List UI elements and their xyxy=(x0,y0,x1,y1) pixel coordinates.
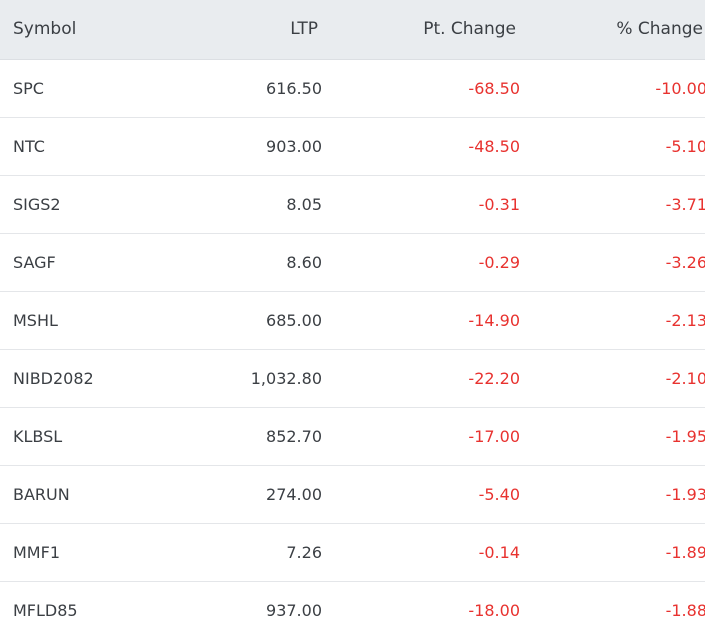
table-header: Symbol LTP Pt. Change % Change xyxy=(0,0,705,60)
pt-change-cell: -48.50 xyxy=(468,136,520,156)
ltp-cell: 8.05 xyxy=(286,194,322,214)
table-row[interactable]: NTC 903.00 -48.50 -5.10 xyxy=(0,117,705,175)
pct-change-cell: -1.93 xyxy=(665,484,705,504)
symbol-cell[interactable]: KLBSL xyxy=(13,426,63,446)
table-row[interactable]: SPC 616.50 -68.50 -10.00 xyxy=(0,59,705,117)
header-row: Symbol LTP Pt. Change % Change xyxy=(0,0,705,60)
symbol-cell[interactable]: BARUN xyxy=(13,484,70,504)
symbol-cell[interactable]: NTC xyxy=(13,136,45,156)
ltp-cell: 685.00 xyxy=(266,310,322,330)
pct-change-cell: -2.13 xyxy=(665,310,705,330)
symbol-cell[interactable]: SAGF xyxy=(13,252,56,272)
pt-change-cell: -22.20 xyxy=(468,368,520,388)
table-body: SPC 616.50 -68.50 -10.00 NTC 903.00 -48.… xyxy=(0,59,705,639)
table-row[interactable]: BARUN 274.00 -5.40 -1.93 xyxy=(0,465,705,523)
pct-change-cell: -10.00 xyxy=(655,78,705,98)
ltp-cell: 616.50 xyxy=(266,78,322,98)
pct-change-cell: -3.26 xyxy=(665,252,705,272)
ltp-cell: 7.26 xyxy=(286,542,322,562)
table-row[interactable]: MSHL 685.00 -14.90 -2.13 xyxy=(0,291,705,349)
table-row[interactable]: MMF1 7.26 -0.14 -1.89 xyxy=(0,523,705,581)
pct-change-cell: -3.71 xyxy=(665,194,705,214)
table-row[interactable]: SAGF 8.60 -0.29 -3.26 xyxy=(0,233,705,291)
pt-change-cell: -17.00 xyxy=(468,426,520,446)
ltp-cell: 1,032.80 xyxy=(250,368,322,388)
pt-change-cell: -5.40 xyxy=(478,484,520,504)
table-row[interactable]: NIBD2082 1,032.80 -22.20 -2.10 xyxy=(0,349,705,407)
ltp-cell: 274.00 xyxy=(266,484,322,504)
ltp-cell: 937.00 xyxy=(266,600,322,620)
pt-change-cell: -68.50 xyxy=(468,78,520,98)
pt-change-cell: -14.90 xyxy=(468,310,520,330)
pt-change-cell: -18.00 xyxy=(468,600,520,620)
column-header-pct-change[interactable]: % Change xyxy=(520,0,705,60)
table-row[interactable]: KLBSL 852.70 -17.00 -1.95 xyxy=(0,407,705,465)
column-header-ltp[interactable]: LTP xyxy=(163,0,322,60)
pt-change-cell: -0.14 xyxy=(478,542,520,562)
pct-change-cell: -1.89 xyxy=(665,542,705,562)
symbol-cell[interactable]: NIBD2082 xyxy=(13,368,94,388)
pct-change-cell: -5.10 xyxy=(665,136,705,156)
pct-change-cell: -1.88 xyxy=(665,600,705,620)
table-row[interactable]: SIGS2 8.05 -0.31 -3.71 xyxy=(0,175,705,233)
pt-change-cell: -0.31 xyxy=(478,194,520,214)
symbol-cell[interactable]: MSHL xyxy=(13,310,58,330)
table-row[interactable]: MFLD85 937.00 -18.00 -1.88 xyxy=(0,581,705,639)
symbol-cell[interactable]: MFLD85 xyxy=(13,600,78,620)
pt-change-cell: -0.29 xyxy=(478,252,520,272)
column-header-symbol[interactable]: Symbol xyxy=(0,0,163,60)
symbol-cell[interactable]: SPC xyxy=(13,78,44,98)
symbol-cell[interactable]: SIGS2 xyxy=(13,194,61,214)
column-header-pt-change[interactable]: Pt. Change xyxy=(322,0,520,60)
ltp-cell: 852.70 xyxy=(266,426,322,446)
ltp-cell: 903.00 xyxy=(266,136,322,156)
pct-change-cell: -1.95 xyxy=(665,426,705,446)
symbol-cell[interactable]: MMF1 xyxy=(13,542,60,562)
pct-change-cell: -2.10 xyxy=(665,368,705,388)
ltp-cell: 8.60 xyxy=(286,252,322,272)
